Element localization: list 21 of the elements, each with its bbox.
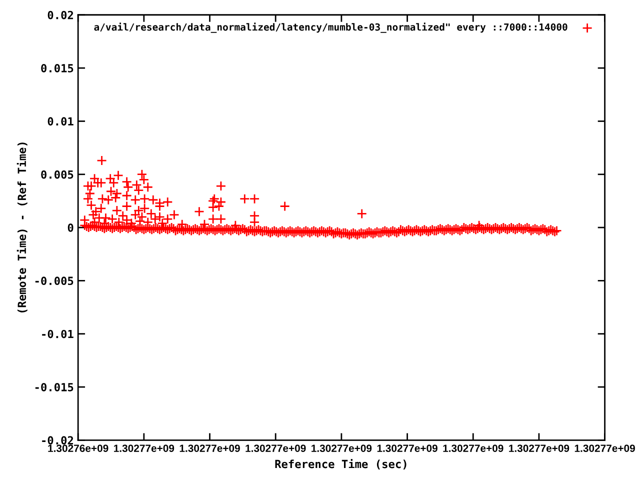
- y-tick-label: -0.015: [35, 382, 74, 392]
- legend-label: a/vail/research/data_normalized/latency/mumble-03_normalized" every ::7000::14000: [94, 22, 568, 33]
- y-tick-label: -0.02: [42, 436, 73, 445]
- y-tick-label: 0.015: [41, 64, 74, 72]
- y-axis-title: (Remote Time) - (Ref Time): [16, 142, 28, 312]
- y-tick-label: 0.005: [41, 170, 74, 179]
- x-tick-label: 1.30277e+09: [180, 444, 240, 452]
- y-tick-label: -0.01: [42, 330, 74, 338]
- y-tick-label: -0.005: [35, 276, 74, 286]
- x-tick-label: 1.30277e+09: [312, 444, 372, 452]
- y-tick-label: 0.02: [48, 10, 73, 20]
- x-tick-label: 1.30277e+09: [377, 444, 438, 452]
- x-tick-label: 1.30277e+09: [509, 444, 570, 452]
- x-tick-label: 1.30277e+09: [574, 444, 635, 452]
- x-tick-label: 1.30277e+09: [246, 444, 306, 452]
- x-tick-label: 1.30277e+09: [443, 444, 504, 452]
- y-tick-label: 0.01: [48, 117, 74, 126]
- x-axis-title: Reference Time (sec): [275, 459, 406, 470]
- x-tick-label: 1.30276e+09: [48, 444, 108, 452]
- y-tick-label: 0: [68, 223, 74, 232]
- x-tick-label: 1.30277e+09: [114, 444, 174, 452]
